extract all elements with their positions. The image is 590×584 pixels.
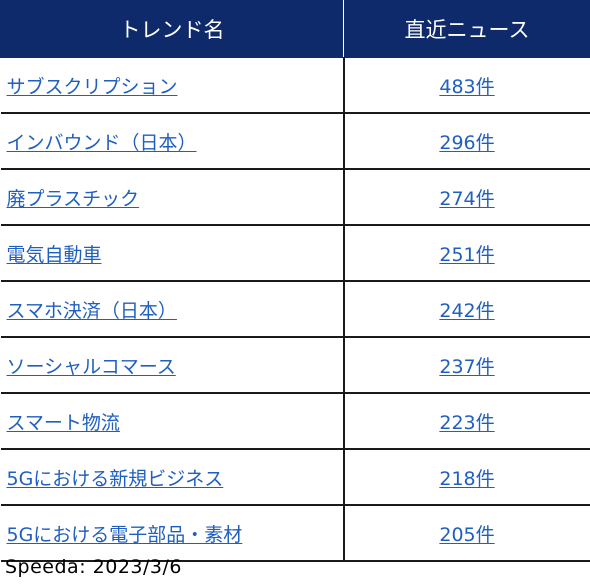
trend-cell: 5Gにおける新規ビジネス [0,449,345,506]
news-cell: 218件 [343,449,590,506]
trend-link[interactable]: スマート物流 [6,411,120,434]
trend-cell: サブスクリプション [0,57,345,114]
news-cell: 296件 [343,113,590,170]
trend-cell: スマホ決済（日本） [0,281,345,338]
news-count-link[interactable]: 296件 [439,131,495,154]
source-footer: Speeda: 2023/3/6 [5,556,182,578]
news-count-link[interactable]: 251件 [439,243,495,266]
table-row: サブスクリプション 483件 [0,57,590,114]
trend-cell: 廃プラスチック [0,169,345,226]
trend-link[interactable]: サブスクリプション [6,75,178,98]
table-row: スマホ決済（日本） 242件 [0,281,590,338]
header-recent-news: 直近ニュース [343,0,590,58]
trend-link[interactable]: 5Gにおける新規ビジネス [6,467,224,490]
news-cell: 274件 [343,169,590,226]
trend-link[interactable]: スマホ決済（日本） [6,299,177,322]
news-count-link[interactable]: 483件 [439,75,495,98]
table-row: 5Gにおける新規ビジネス 218件 [0,449,590,506]
table-row: インバウンド（日本） 296件 [0,113,590,170]
news-count-link[interactable]: 274件 [439,187,495,210]
news-cell: 237件 [343,337,590,394]
news-cell: 483件 [343,57,590,114]
news-count-link[interactable]: 205件 [439,523,495,546]
trend-link[interactable]: ソーシャルコマース [6,355,176,378]
table-row: 電気自動車 251件 [0,225,590,282]
news-count-link[interactable]: 242件 [439,299,495,322]
news-count-link[interactable]: 223件 [439,411,495,434]
news-cell: 242件 [343,281,590,338]
trend-table: トレンド名 直近ニュース サブスクリプション 483件 インバウンド（日本） 2… [0,0,590,562]
table-header-row: トレンド名 直近ニュース [0,0,590,58]
trend-link[interactable]: インバウンド（日本） [6,131,197,154]
table-row: ソーシャルコマース 237件 [0,337,590,394]
trend-link[interactable]: 電気自動車 [6,243,102,266]
trend-cell: インバウンド（日本） [0,113,345,170]
news-cell: 251件 [343,225,590,282]
trend-cell: スマート物流 [0,393,345,450]
news-cell: 223件 [343,393,590,450]
trend-link[interactable]: 5Gにおける電子部品・素材 [6,523,243,546]
trend-link[interactable]: 廃プラスチック [6,187,140,210]
news-count-link[interactable]: 237件 [439,355,495,378]
news-cell: 205件 [343,505,590,562]
table-row: 廃プラスチック 274件 [0,169,590,226]
news-count-link[interactable]: 218件 [439,467,495,490]
header-trend-name: トレンド名 [0,0,344,58]
trend-cell: 電気自動車 [0,225,345,282]
trend-cell: ソーシャルコマース [0,337,345,394]
table-row: スマート物流 223件 [0,393,590,450]
trend-table-container: トレンド名 直近ニュース サブスクリプション 483件 インバウンド（日本） 2… [0,0,590,562]
trend-cell: 5Gにおける電子部品・素材 [0,505,345,562]
table-row: 5Gにおける電子部品・素材 205件 [0,505,590,562]
